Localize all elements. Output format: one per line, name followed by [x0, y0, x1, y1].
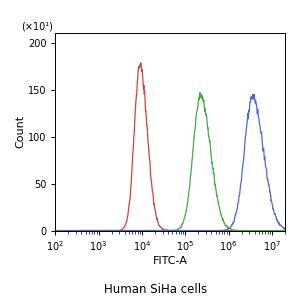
X-axis label: FITC-A: FITC-A: [153, 256, 188, 266]
Y-axis label: Count: Count: [15, 115, 25, 149]
Text: Human SiHa cells: Human SiHa cells: [104, 283, 208, 296]
Text: (×10¹): (×10¹): [21, 21, 53, 31]
